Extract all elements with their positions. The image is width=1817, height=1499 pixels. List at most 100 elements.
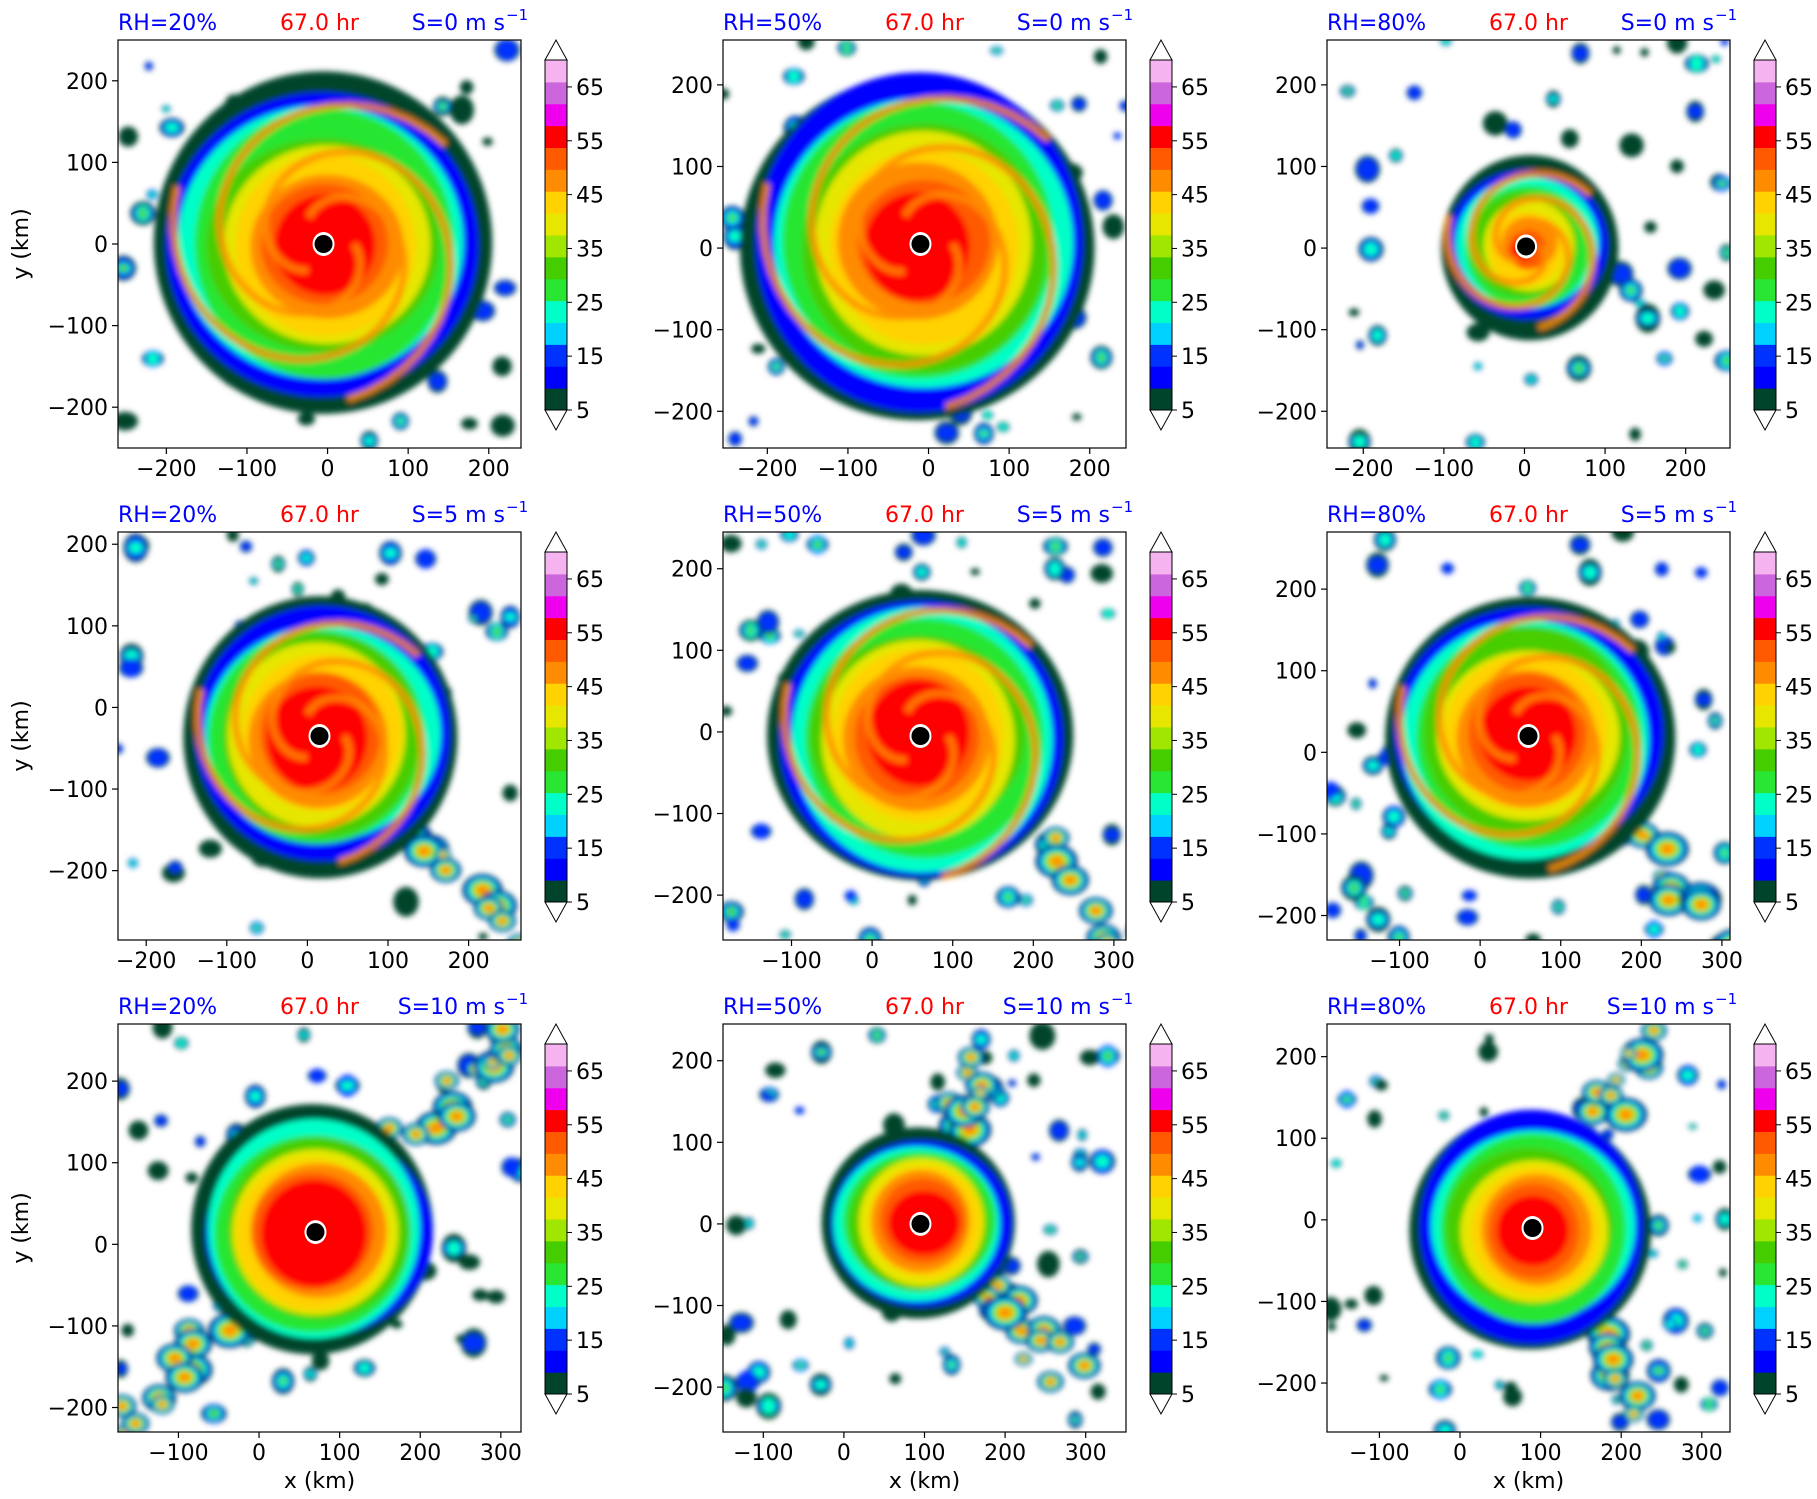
colorbar-swatch bbox=[545, 858, 567, 881]
colorbar-swatch bbox=[545, 792, 567, 815]
colorbar-swatch bbox=[1150, 639, 1172, 662]
colorbar-under-extension bbox=[1149, 409, 1173, 432]
colorbar-tick-label: 35 bbox=[1181, 237, 1209, 262]
colorbar-swatch bbox=[545, 683, 567, 706]
colorbar-swatch bbox=[1754, 169, 1776, 192]
colorbar-swatch bbox=[1754, 344, 1776, 367]
colorbar-tick-label: 15 bbox=[1785, 345, 1813, 370]
colorbar-over-extension bbox=[1753, 1022, 1777, 1045]
colorbar-swatch bbox=[1754, 213, 1776, 236]
colorbar-swatch bbox=[1754, 322, 1776, 345]
colorbar-swatch bbox=[545, 322, 567, 345]
y-tick-label: 100 bbox=[671, 639, 713, 664]
colorbar-swatch bbox=[1150, 1065, 1172, 1089]
y-tick-label: 200 bbox=[1275, 578, 1317, 603]
panel-1: −200 −100 0 100 200 −200 −100 0 100 200 RH=20% 67.0… bbox=[9, 6, 604, 482]
colorbar-swatch bbox=[1150, 661, 1172, 684]
y-tick-label: −100 bbox=[48, 315, 108, 340]
y-tick-label: 100 bbox=[1275, 1127, 1317, 1152]
colorbar-tick-label: 35 bbox=[576, 237, 604, 262]
shear-label: S=0 m s bbox=[412, 11, 505, 36]
x-tick-label: −100 bbox=[733, 1441, 793, 1466]
y-tick-label: −200 bbox=[653, 1376, 713, 1401]
reflectivity-field bbox=[723, 40, 1126, 447]
colorbar-swatch bbox=[1754, 1175, 1776, 1198]
y-tick-label: 100 bbox=[1275, 660, 1317, 685]
colorbar-swatch bbox=[1150, 617, 1172, 640]
colorbar-tick-label: 25 bbox=[1181, 291, 1209, 316]
colorbar-over-extension bbox=[544, 38, 568, 61]
colorbar-swatch bbox=[545, 705, 567, 728]
shear-unit-exponent: −1 bbox=[506, 498, 528, 516]
reflectivity-field bbox=[118, 1024, 521, 1432]
colorbar-swatch bbox=[545, 1284, 567, 1307]
x-tick-label: −100 bbox=[148, 1441, 208, 1466]
colorbar-tick-label: 65 bbox=[576, 76, 604, 101]
colorbar-swatch bbox=[1754, 60, 1776, 83]
axes-frame bbox=[722, 39, 1127, 449]
shear-unit-exponent: −1 bbox=[1715, 990, 1737, 1008]
colorbar-swatch bbox=[1754, 1044, 1776, 1067]
y-tick-label: −100 bbox=[1257, 1290, 1317, 1315]
colorbar-tick-label: 45 bbox=[1785, 676, 1813, 701]
colorbar-swatch bbox=[1754, 81, 1776, 105]
colorbar-swatch bbox=[1150, 322, 1172, 345]
colorbar-swatch bbox=[1150, 169, 1172, 192]
colorbar-swatch bbox=[1754, 836, 1776, 859]
storm-center-marker bbox=[310, 727, 329, 745]
colorbar-swatch bbox=[545, 81, 567, 105]
colorbar-swatch bbox=[545, 836, 567, 859]
colorbar-swatch bbox=[1754, 1197, 1776, 1220]
time-label: 67.0 hr bbox=[1489, 11, 1569, 36]
y-tick-label: −200 bbox=[653, 400, 713, 425]
colorbar-swatch bbox=[1150, 770, 1172, 794]
colorbar-swatch bbox=[1150, 552, 1172, 575]
x-tick-label: −200 bbox=[1333, 457, 1393, 482]
y-tick-label: 100 bbox=[66, 615, 108, 640]
y-tick-label: 100 bbox=[671, 1131, 713, 1156]
colorbar-swatch bbox=[1754, 880, 1776, 903]
colorbar-tick-label: 35 bbox=[1785, 1221, 1813, 1246]
colorbar-swatch bbox=[545, 1219, 567, 1242]
axes-frame bbox=[117, 531, 522, 941]
colorbar-swatch bbox=[1754, 103, 1776, 127]
x-tick-label: 100 bbox=[932, 949, 974, 974]
axes-frame bbox=[1326, 1023, 1731, 1433]
x-axis-label: x (km) bbox=[889, 1469, 960, 1494]
colorbar-swatch bbox=[1754, 814, 1776, 837]
x-axis-label: x (km) bbox=[284, 1469, 355, 1494]
colorbar-swatch bbox=[545, 748, 567, 772]
colorbar-swatch bbox=[1754, 1219, 1776, 1242]
y-tick-label: 200 bbox=[66, 533, 108, 558]
panel-2: −200 −100 0 100 200 −200 −100 0 100 200 RH=50% 67.0… bbox=[653, 6, 1209, 482]
colorbar-swatch bbox=[1754, 1131, 1776, 1154]
y-axis-label: y (km) bbox=[9, 1192, 34, 1263]
colorbar-tick-label: 65 bbox=[1785, 1060, 1813, 1085]
x-tick-label: 200 bbox=[1665, 457, 1707, 482]
colorbar: 5 15 25 35 45 55 65 bbox=[544, 1022, 604, 1416]
colorbar-swatch bbox=[1150, 344, 1172, 367]
x-tick-label: 300 bbox=[1701, 949, 1743, 974]
colorbar-tick-label: 65 bbox=[1181, 1060, 1209, 1085]
colorbar-swatch bbox=[545, 388, 567, 411]
colorbar: 5 15 25 35 45 55 65 bbox=[1753, 1022, 1813, 1416]
y-axis-label: y (km) bbox=[9, 208, 34, 279]
colorbar-under-extension bbox=[1753, 409, 1777, 432]
shear-label: S=10 m s bbox=[1607, 995, 1714, 1020]
colorbar-swatch bbox=[1754, 595, 1776, 619]
colorbar-tick-label: 25 bbox=[576, 291, 604, 316]
colorbar-swatch bbox=[545, 552, 567, 575]
time-label: 67.0 hr bbox=[885, 995, 965, 1020]
colorbar-swatch bbox=[1150, 748, 1172, 772]
colorbar-swatch bbox=[545, 1109, 567, 1132]
colorbar-over-extension bbox=[1149, 38, 1173, 61]
time-label: 67.0 hr bbox=[1489, 503, 1569, 528]
colorbar-tick-label: 15 bbox=[576, 1329, 604, 1354]
colorbar-tick-label: 5 bbox=[1785, 399, 1799, 424]
x-tick-label: −100 bbox=[217, 457, 277, 482]
colorbar-swatch bbox=[1150, 1306, 1172, 1329]
colorbar-swatch bbox=[545, 1153, 567, 1176]
x-tick-label: 300 bbox=[1065, 1441, 1107, 1466]
x-tick-label: −100 bbox=[1414, 457, 1474, 482]
